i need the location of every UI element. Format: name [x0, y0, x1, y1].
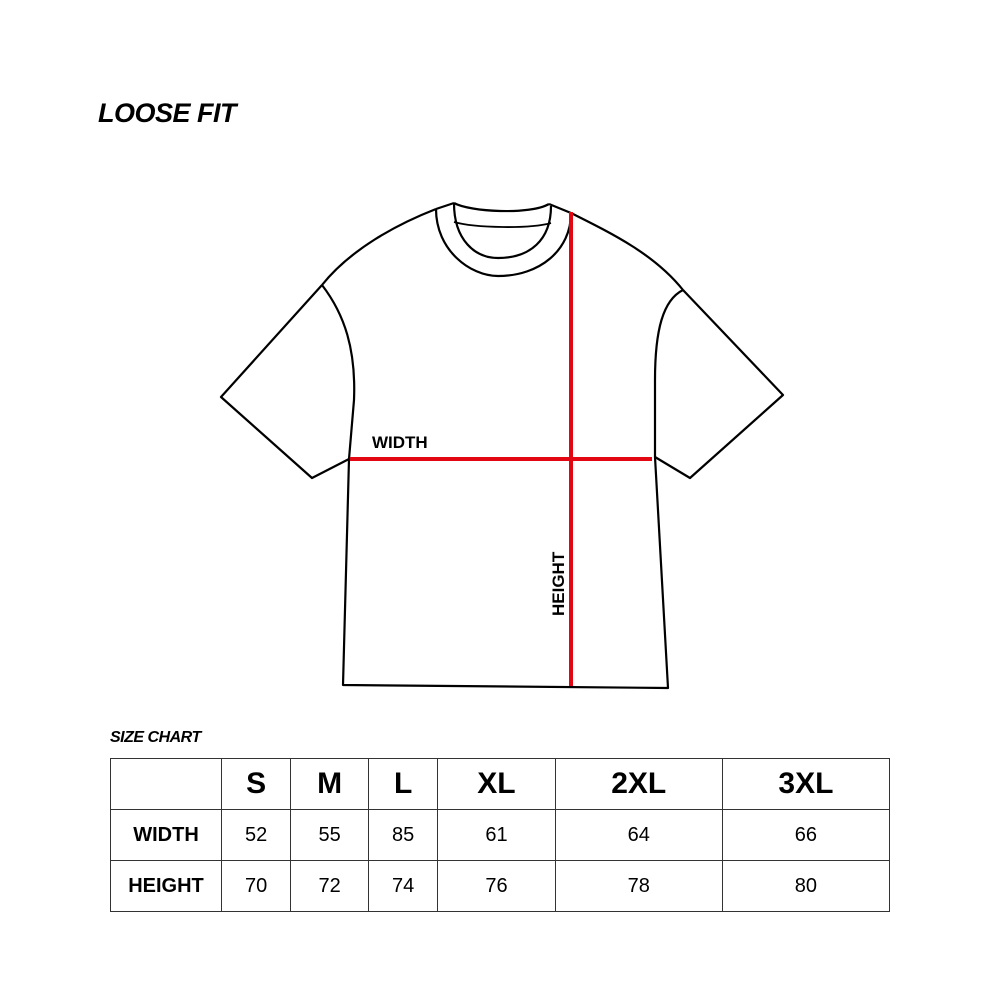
table-cell: 61 — [437, 809, 556, 861]
collar-outer — [434, 208, 573, 278]
size-header-row: S M L XL 2XL 3XL — [110, 758, 891, 810]
size-header: S — [220, 758, 292, 810]
collar-inner — [452, 202, 553, 260]
size-chart-title: SIZE CHART — [110, 729, 201, 746]
table-cell: 55 — [290, 809, 369, 861]
size-chart-table: S M L XL 2XL 3XL WIDTH 52 55 85 61 64 66… — [110, 758, 891, 912]
table-cell: 64 — [554, 809, 723, 861]
left-shoulder — [321, 207, 437, 286]
width-label: WIDTH — [372, 433, 428, 452]
table-cell: 70 — [220, 860, 292, 912]
table-row-width: WIDTH 52 55 85 61 64 66 — [110, 809, 891, 861]
body — [341, 456, 670, 690]
table-cell: 76 — [437, 860, 556, 912]
collar-back — [453, 202, 550, 213]
right-shoulder — [570, 212, 684, 291]
table-cell: 72 — [290, 860, 369, 912]
size-header: M — [290, 758, 369, 810]
tshirt-outline — [219, 201, 785, 690]
left-sleeve — [219, 284, 350, 480]
page-title: LOOSE FIT — [98, 98, 237, 128]
size-header: L — [367, 758, 439, 810]
right-armhole-seam — [653, 289, 684, 457]
table-cell: 85 — [367, 809, 439, 861]
right-sleeve — [654, 289, 785, 480]
collar-back-band — [453, 221, 552, 228]
size-header: XL — [437, 758, 556, 810]
table-cell: 66 — [721, 809, 891, 861]
table-cell: 78 — [554, 860, 723, 912]
size-header: 2XL — [554, 758, 723, 810]
left-armhole-seam — [321, 284, 356, 460]
collar-top-right — [548, 202, 572, 215]
table-row-height: HEIGHT 70 72 74 76 78 80 — [110, 860, 891, 912]
table-cell: 80 — [721, 860, 891, 912]
table-cell: 52 — [220, 809, 292, 861]
measure-lines — [350, 212, 652, 686]
size-header: 3XL — [721, 758, 891, 810]
collar-top-left — [435, 201, 455, 211]
height-label: HEIGHT — [549, 551, 568, 616]
table-cell: 74 — [367, 860, 439, 912]
row-label: WIDTH — [110, 809, 222, 861]
corner-cell — [110, 758, 222, 810]
row-label: HEIGHT — [110, 860, 222, 912]
